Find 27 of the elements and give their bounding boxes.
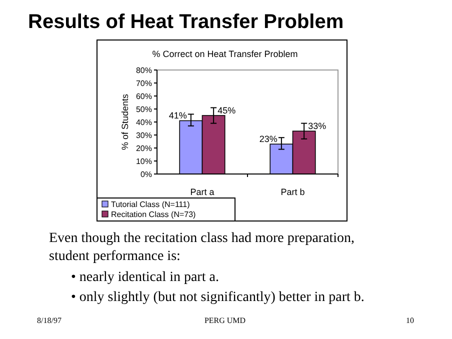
data-label: 23% <box>259 134 278 144</box>
y-tick-label: 10% <box>136 157 152 166</box>
y-tick-label: 0% <box>140 170 152 179</box>
data-label: 41% <box>168 110 187 121</box>
y-tick-label: 50% <box>136 105 152 114</box>
chart-subtitle: % Correct on Heat Transfer Problem <box>152 49 298 59</box>
data-label: 33% <box>308 121 326 132</box>
y-tick-label: 40% <box>136 118 152 127</box>
y-tick-label: 30% <box>136 131 152 140</box>
data-label: 45% <box>218 106 236 116</box>
y-tick-label: 80% <box>136 66 152 75</box>
text: PERG UMD <box>204 316 246 325</box>
x-tick-label: Part b <box>280 187 305 197</box>
legend-label: Tutorial Class (N=111) <box>111 200 190 209</box>
y-tick-label: 20% <box>136 144 152 153</box>
text: • nearly identical in part a. <box>71 270 219 285</box>
text: Even though the recitation class had more preparation, <box>49 231 355 246</box>
y-tick-label: 60% <box>136 92 152 101</box>
y-axis-title: % of Students <box>120 93 130 150</box>
text: 8/18/97 <box>37 316 62 325</box>
x-tick-label: Part a <box>190 187 214 197</box>
legend-label: Recitation Class (N=73) <box>111 210 196 219</box>
chart-title: Results of Heat Transfer Problem <box>28 11 344 33</box>
text: • only slightly (but not significantly) better in part b. <box>71 290 364 305</box>
text: 10 <box>406 316 414 325</box>
y-tick-label: 70% <box>136 79 152 88</box>
text: student performance is: <box>49 249 180 264</box>
